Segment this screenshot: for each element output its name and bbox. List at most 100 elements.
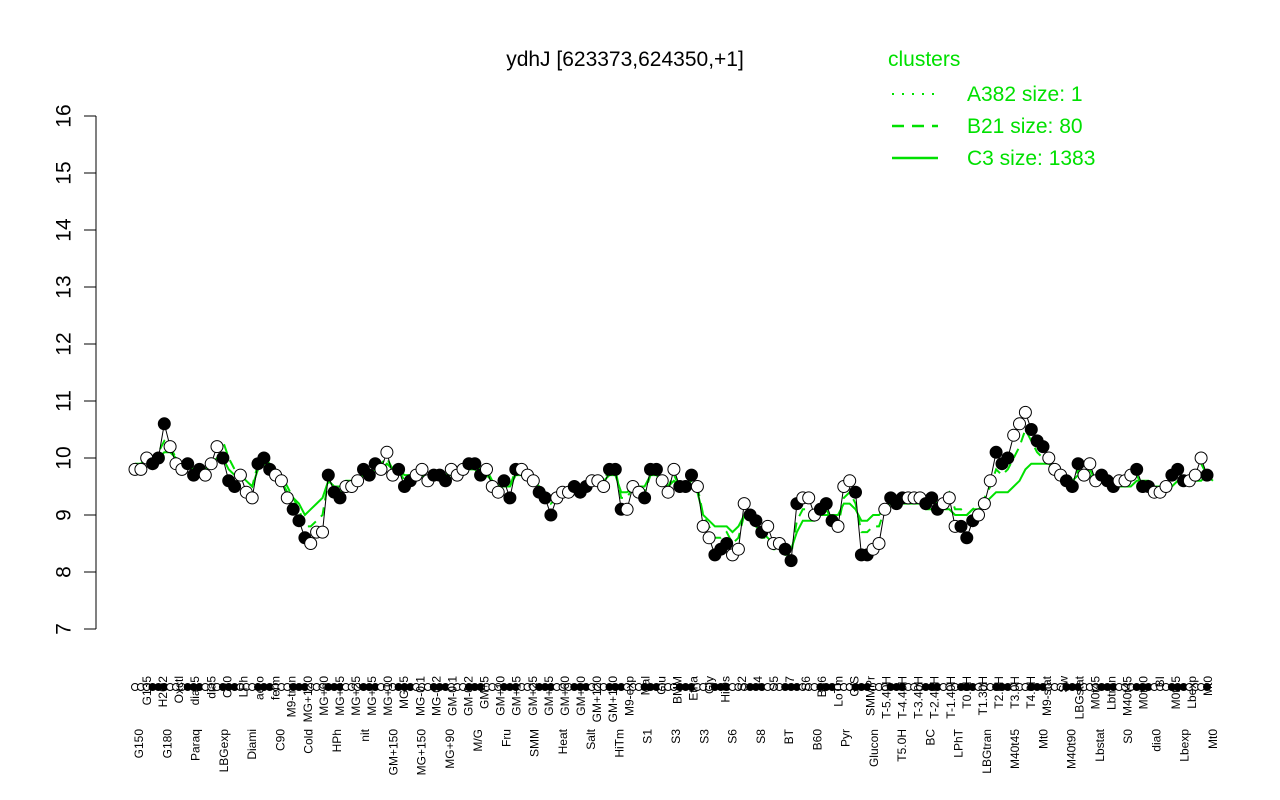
y-tick-label: 9: [53, 509, 76, 521]
data-point: [321, 468, 335, 482]
data-point: [1042, 451, 1056, 465]
data-point: [778, 542, 792, 556]
x-tick-label: T-1.40H: [944, 676, 958, 719]
data-point: [749, 514, 763, 528]
x-tick-label: S1: [641, 729, 655, 744]
y-tick-label: 15: [53, 161, 76, 184]
data-point: [1018, 405, 1032, 419]
data-point: [989, 445, 1003, 459]
data-point: [1077, 468, 1091, 482]
x-tick-label: Lbstat: [1093, 728, 1107, 761]
data-point: [1007, 428, 1021, 442]
data-point: [245, 491, 259, 505]
data-point: [661, 485, 675, 499]
x-tick-label: LBGtran: [980, 729, 994, 774]
data-point: [638, 491, 652, 505]
x-tick-label: Diami: [245, 729, 259, 760]
points-layer: [128, 405, 1214, 568]
x-tick-label: MG+90: [443, 729, 457, 769]
x-tick-label: M40t90: [1065, 729, 1079, 769]
x-tick-label: Lbexp: [1178, 729, 1192, 762]
data-point: [954, 519, 968, 533]
data-point: [526, 474, 540, 488]
x-tick-label: Heat: [556, 728, 570, 754]
data-point: [819, 497, 833, 511]
x-tick-label: BT: [782, 728, 796, 744]
x-tick-label: ferm: [269, 676, 283, 700]
data-point: [1071, 457, 1085, 471]
x-tick-label: Glu: [654, 676, 668, 695]
data-point: [480, 462, 493, 476]
x-tick-label: LPhT: [952, 728, 966, 757]
data-point: [216, 451, 230, 465]
x-tick-label: M40t45: [1121, 676, 1135, 716]
legend-label-1: B21 size: 80: [967, 115, 1083, 138]
x-tick-label: dia5: [204, 676, 218, 699]
data-point: [439, 474, 452, 488]
x-tick-label: T0.0H: [960, 676, 974, 709]
x-tick-label: GM+25: [526, 676, 540, 716]
data-point: [597, 480, 611, 493]
x-tick-label: nit: [358, 728, 372, 741]
x-tick-label: MG+45: [333, 676, 347, 716]
data-point: [392, 462, 406, 476]
data-point: [316, 525, 329, 539]
legend: clusters A382 size: 1 B21 size: 80 C3 si…: [888, 48, 1095, 170]
x-tick-label: Paraq: [189, 729, 203, 761]
x-tick-label: dia15: [188, 676, 202, 706]
data-point: [1024, 423, 1038, 436]
x-tick-label: Salt: [584, 728, 598, 749]
x-tick-label: Oxctl: [172, 676, 186, 703]
x-tick-label: B60: [810, 729, 824, 751]
x-tick-label: S4: [751, 676, 765, 691]
x-tick-label: T-4.40H: [896, 676, 910, 719]
x-tick-label: M9-exp: [622, 676, 636, 716]
data-point: [491, 485, 505, 499]
x-tick-label: GM+150: [606, 676, 620, 723]
x-tick-label: GM+120: [590, 676, 604, 723]
data-point: [972, 508, 985, 522]
x-tick-label: T-3.40H: [912, 676, 926, 719]
x-tick-label: GM+60: [558, 676, 572, 716]
data-point: [228, 480, 242, 493]
data-point: [1036, 440, 1050, 454]
data-point: [362, 468, 376, 482]
x-tick-label: G/S: [847, 676, 861, 697]
data-point: [544, 508, 558, 522]
data-point: [538, 491, 552, 505]
data-point: [1130, 462, 1144, 476]
x-tick-label: G150: [132, 729, 146, 759]
x-tick-label: MG+10: [381, 676, 395, 716]
data-point: [304, 537, 318, 550]
x-tick-label: BC: [923, 729, 937, 746]
data-point: [1001, 451, 1015, 465]
data-point: [925, 491, 939, 505]
y-tick-label: 7: [53, 623, 76, 635]
x-tick-label: MG-0.2: [429, 676, 443, 716]
x-tick-label: Mal: [638, 676, 652, 695]
data-point: [1188, 468, 1202, 482]
x-tick-label: BI: [1153, 676, 1167, 687]
x-tick-label: MG+60: [317, 676, 331, 716]
x-tick-label: GM+10: [494, 676, 508, 716]
x-tick-label: S3: [697, 729, 711, 744]
data-point: [960, 531, 974, 545]
x-tick-label: GM+45: [542, 676, 556, 716]
x-tick-label: Mt0: [1201, 676, 1215, 696]
x-tick-label: S6: [726, 729, 740, 744]
x-tick-label: GM-0.1: [445, 676, 459, 716]
data-point: [942, 491, 956, 505]
data-point: [1065, 480, 1079, 493]
x-tick-label: M40t45: [1008, 729, 1022, 769]
x-rug: [131, 683, 1211, 691]
data-point: [620, 502, 634, 516]
data-point: [977, 497, 991, 511]
x-tick-label: MG+120: [301, 676, 315, 723]
x-tick-label: Cold: [302, 729, 316, 754]
data-point: [983, 474, 997, 488]
x-tick-label: Glucon: [867, 729, 881, 767]
data-point: [233, 468, 247, 482]
x-tick-label: LBGexp: [217, 729, 231, 773]
x-tick-label: HPh: [330, 729, 344, 752]
